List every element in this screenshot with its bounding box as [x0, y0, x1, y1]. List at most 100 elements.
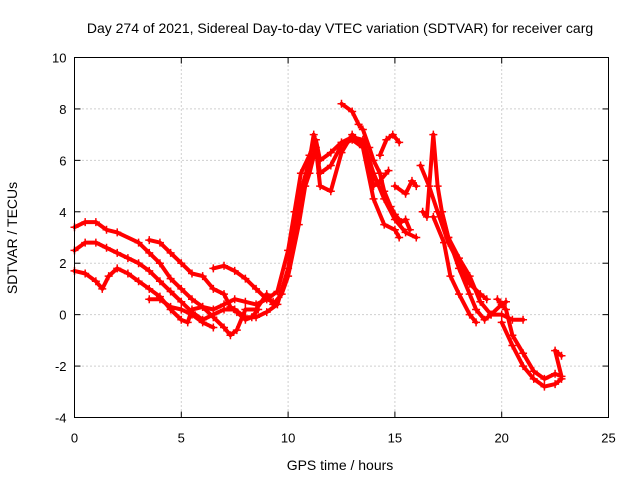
data-point: [177, 305, 186, 314]
data-point: [401, 228, 410, 237]
x-axis-label: GPS time / hours: [287, 457, 394, 473]
data-point: [209, 313, 218, 322]
x-tick-label: 20: [494, 431, 508, 446]
data-point: [209, 284, 218, 293]
plot-frame: [74, 57, 609, 418]
data-point: [123, 269, 132, 278]
data-point: [311, 143, 320, 152]
data-point: [155, 238, 164, 247]
data-point: [91, 238, 100, 247]
data-point: [198, 302, 207, 311]
series-trace-7: [337, 99, 414, 234]
data-point: [145, 236, 154, 245]
data-point: [296, 169, 305, 178]
y-tick-label: 8: [59, 102, 66, 117]
data-point: [155, 295, 164, 304]
data-point: [81, 238, 90, 247]
data-point: [337, 99, 346, 108]
data-point: [497, 310, 506, 319]
data-point: [493, 295, 502, 304]
data-point: [241, 305, 250, 314]
data-point: [316, 182, 325, 191]
data-point: [326, 161, 335, 170]
data-point: [241, 315, 250, 324]
data-point: [497, 318, 506, 327]
data-point: [472, 305, 481, 314]
data-point: [433, 182, 442, 191]
data-point: [241, 297, 250, 306]
data-point: [401, 215, 410, 224]
y-tick-label: 10: [52, 51, 66, 66]
data-point: [102, 243, 111, 252]
series-line: [72, 132, 391, 338]
data-point: [166, 248, 175, 257]
data-point: [166, 274, 175, 283]
series-trace-4: [145, 236, 263, 324]
data-point: [198, 272, 207, 281]
x-tick-label: 10: [281, 431, 295, 446]
tick-layer: 0 5 10 15 20 25 -4 -2 0 2 4 6 8 10: [52, 51, 616, 446]
data-point: [440, 238, 449, 247]
series-trace-6: [209, 261, 278, 306]
data-point: [230, 266, 239, 275]
data-point: [220, 305, 229, 314]
series-trace-8: [390, 176, 421, 198]
data-point: [557, 351, 566, 360]
data-point: [386, 202, 395, 211]
data-point: [407, 176, 416, 185]
data-point: [384, 166, 393, 175]
data-point: [540, 382, 549, 391]
data-point: [348, 130, 357, 139]
data-point: [226, 302, 235, 311]
data-point: [405, 225, 414, 234]
series-line: [72, 132, 402, 322]
data-point: [380, 187, 389, 196]
data-point: [309, 130, 318, 139]
series-line: [495, 297, 564, 381]
data-point: [98, 284, 107, 293]
data-point: [487, 310, 496, 319]
data-point: [395, 233, 404, 242]
data-point: [418, 207, 427, 216]
data-point: [241, 274, 250, 283]
data-point: [102, 225, 111, 234]
data-point: [209, 264, 218, 273]
data-point: [252, 284, 261, 293]
data-point: [183, 318, 192, 327]
data-point: [358, 125, 367, 134]
data-point: [145, 295, 154, 304]
data-point: [81, 218, 90, 227]
data-point: [232, 326, 241, 335]
data-point: [557, 374, 566, 383]
series-trace-5: [145, 295, 218, 332]
data-point: [301, 182, 310, 191]
data-point: [220, 323, 229, 332]
x-tick-label: 0: [71, 431, 78, 446]
data-point: [365, 143, 374, 152]
data-point: [395, 138, 404, 147]
y-tick-label: 6: [59, 153, 66, 168]
data-point: [369, 182, 378, 191]
data-point: [254, 305, 263, 314]
series-line: [439, 209, 508, 322]
series-line: [211, 263, 276, 304]
data-point: [454, 290, 463, 299]
data-point: [326, 187, 335, 196]
data-point: [113, 228, 122, 237]
data-point: [551, 346, 560, 355]
data-point: [501, 297, 510, 306]
data-point: [519, 349, 528, 358]
data-point: [155, 277, 164, 286]
data-point: [375, 151, 384, 160]
data-point: [166, 287, 175, 296]
data-point: [390, 225, 399, 234]
data-point: [294, 220, 303, 229]
data-point: [529, 367, 538, 376]
data-point: [437, 207, 446, 216]
data-point: [519, 315, 528, 324]
data-point: [540, 374, 549, 383]
y-tick-label: 0: [59, 308, 66, 323]
data-point: [476, 297, 485, 306]
data-point: [284, 272, 293, 281]
